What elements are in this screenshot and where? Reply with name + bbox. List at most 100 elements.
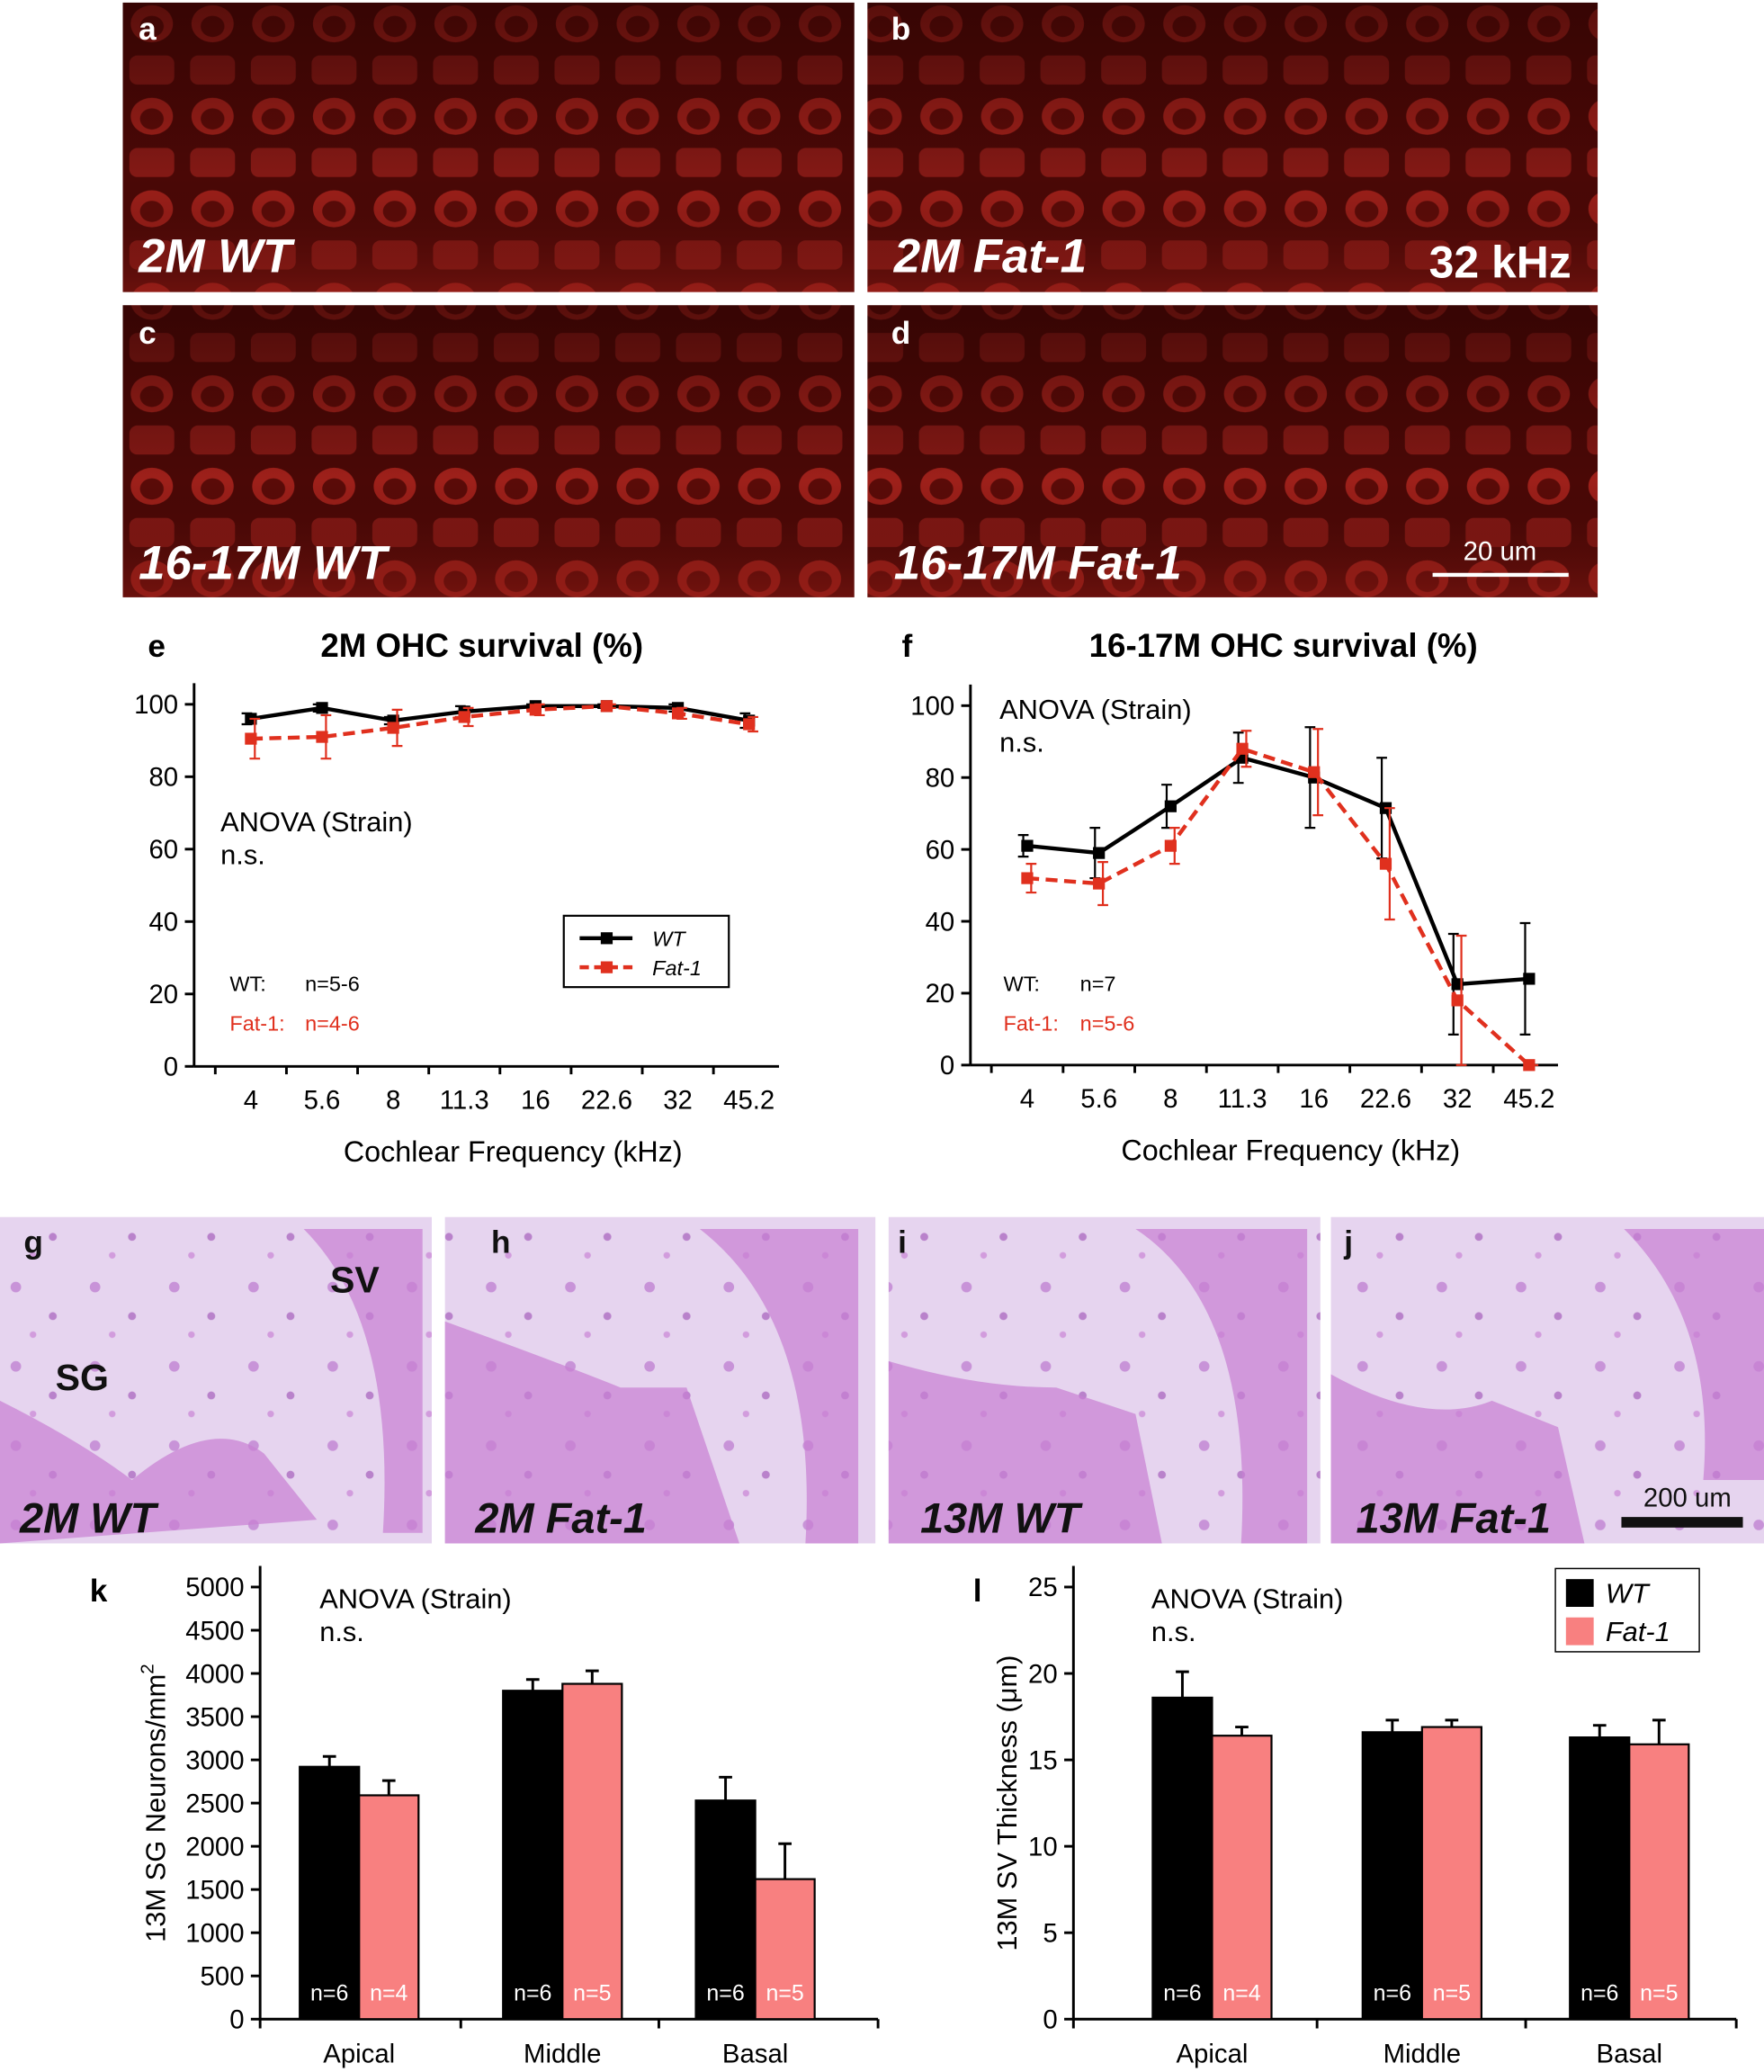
annotation: ANOVA (Strain): [1151, 1583, 1344, 1614]
bar: [1211, 1735, 1273, 2021]
n-label: n=5: [766, 1981, 803, 2006]
annotation: n.s.: [999, 727, 1044, 758]
y-tick-label: 40: [926, 907, 955, 937]
panel-label: 2M Fat-1: [893, 230, 1087, 283]
panel-letter: g: [23, 1224, 43, 1260]
x-tick-label: Middle: [524, 2040, 601, 2069]
bar: [1628, 1743, 1690, 2021]
bar: [754, 1878, 816, 2021]
marker: [600, 700, 613, 713]
y-tick-label: 500: [201, 1961, 245, 1991]
marker: [671, 707, 685, 720]
panel-label: 13M WT: [920, 1494, 1083, 1542]
marker: [1164, 800, 1177, 812]
y-tick-label: 0: [940, 1051, 954, 1081]
series-line: [250, 704, 750, 741]
x-tick-label: 16: [521, 1085, 551, 1115]
annotation: n.s.: [319, 1616, 364, 1647]
bar: [561, 1682, 623, 2021]
histology-h: h 2M Fat-1: [444, 1216, 876, 1544]
y-tick-label: 80: [148, 763, 178, 793]
marker: [245, 732, 257, 745]
marker: [316, 731, 328, 743]
marker: [458, 711, 470, 723]
n-label: n=5: [1640, 1981, 1678, 2006]
series-line: [250, 704, 750, 723]
panel-label: 16-17M WT: [139, 536, 390, 589]
legend-marker: [600, 961, 613, 973]
series-line: [1026, 755, 1530, 987]
y-tick-label: 1000: [185, 1918, 244, 1948]
y-tick-label: 20: [926, 979, 955, 1009]
error-bar: [1235, 1726, 1249, 1736]
panel-letter: h: [491, 1224, 511, 1260]
panel-letter: b: [891, 12, 911, 47]
y-tick-label: 60: [148, 835, 178, 865]
y-tick-label: 0: [1043, 2005, 1057, 2035]
n-label: n=4: [1222, 1981, 1260, 2006]
n-label: n=6: [1580, 1981, 1618, 2006]
y-axis-label-text: 13M SG Neurons/mm: [139, 1674, 171, 1942]
panel-label: 2M WT: [138, 230, 295, 283]
x-tick-label: 5.6: [304, 1085, 341, 1115]
panel-letter: e: [148, 629, 166, 664]
n-count-label: Fat-1:: [229, 1012, 284, 1036]
x-tick-label: 11.3: [1218, 1084, 1267, 1114]
y-tick-label: 5: [1043, 1918, 1057, 1948]
n-count-label: WT:: [229, 973, 265, 996]
error-bar: [1385, 1718, 1400, 1733]
bar: [694, 1799, 757, 2021]
y-tick-label: 40: [148, 908, 178, 937]
x-tick-label: 22.6: [1360, 1084, 1411, 1114]
panel-letter: i: [898, 1224, 907, 1260]
y-tick-label: 2000: [185, 1832, 244, 1861]
y-tick-label: 0: [229, 2005, 244, 2035]
marker: [1021, 839, 1034, 852]
histology-g: g SG SV 2M WT: [0, 1216, 432, 1544]
y-tick-label: 10: [1028, 1832, 1058, 1861]
marker: [743, 718, 756, 731]
bar: [299, 1765, 361, 2021]
bar: [1151, 1696, 1213, 2021]
region-label: SG: [56, 1357, 109, 1398]
marker: [1379, 857, 1392, 870]
chart-title: 16-17M OHC survival (%): [1089, 627, 1478, 664]
x-tick-label: Basal: [1597, 2040, 1662, 2069]
region-label: SV: [330, 1259, 380, 1300]
y-tick-label: 100: [910, 692, 954, 722]
panel-letter: l: [973, 1574, 982, 1609]
marker: [1021, 872, 1034, 884]
y-tick-label: 4500: [185, 1616, 244, 1646]
n-count: n=4-6: [305, 1012, 360, 1036]
y-tick-label: 4000: [185, 1659, 244, 1689]
x-tick-label: 8: [386, 1085, 400, 1115]
legend-box: [562, 914, 730, 989]
histology-j: j 13M Fat-1 200 um: [1330, 1216, 1764, 1544]
x-tick-label: Basal: [722, 2040, 788, 2069]
x-tick-label: 32: [663, 1085, 693, 1115]
x-tick-label: 22.6: [581, 1085, 632, 1115]
n-label: n=6: [310, 1981, 348, 2006]
x-tick-label: 8: [1163, 1084, 1177, 1114]
y-tick-label: 3000: [185, 1745, 244, 1775]
error-bar: [322, 1754, 336, 1767]
n-count-label: Fat-1:: [1004, 1012, 1059, 1036]
x-tick-label: 32: [1443, 1084, 1473, 1114]
marker: [316, 702, 328, 714]
y-tick-label: 60: [926, 835, 955, 865]
n-count: n=5-6: [305, 973, 360, 996]
y-tick-label: 1500: [185, 1875, 244, 1905]
panel-letter: d: [891, 316, 911, 351]
micrograph-b: b 2M Fat-1 32 kHz: [867, 2, 1598, 292]
bar: [1361, 1731, 1423, 2021]
bar: [502, 1690, 564, 2021]
x-tick-label: 11.3: [440, 1085, 489, 1115]
legend-swatch: [1565, 1617, 1594, 1646]
x-axis-label: Cochlear Frequency (kHz): [344, 1135, 683, 1168]
y-tick-label: 3500: [185, 1702, 244, 1732]
error-bar: [1445, 1718, 1459, 1727]
x-tick-label: 4: [244, 1085, 258, 1115]
error-bar: [525, 1678, 540, 1691]
marker: [529, 704, 542, 716]
y-tick-label: 100: [134, 690, 178, 720]
